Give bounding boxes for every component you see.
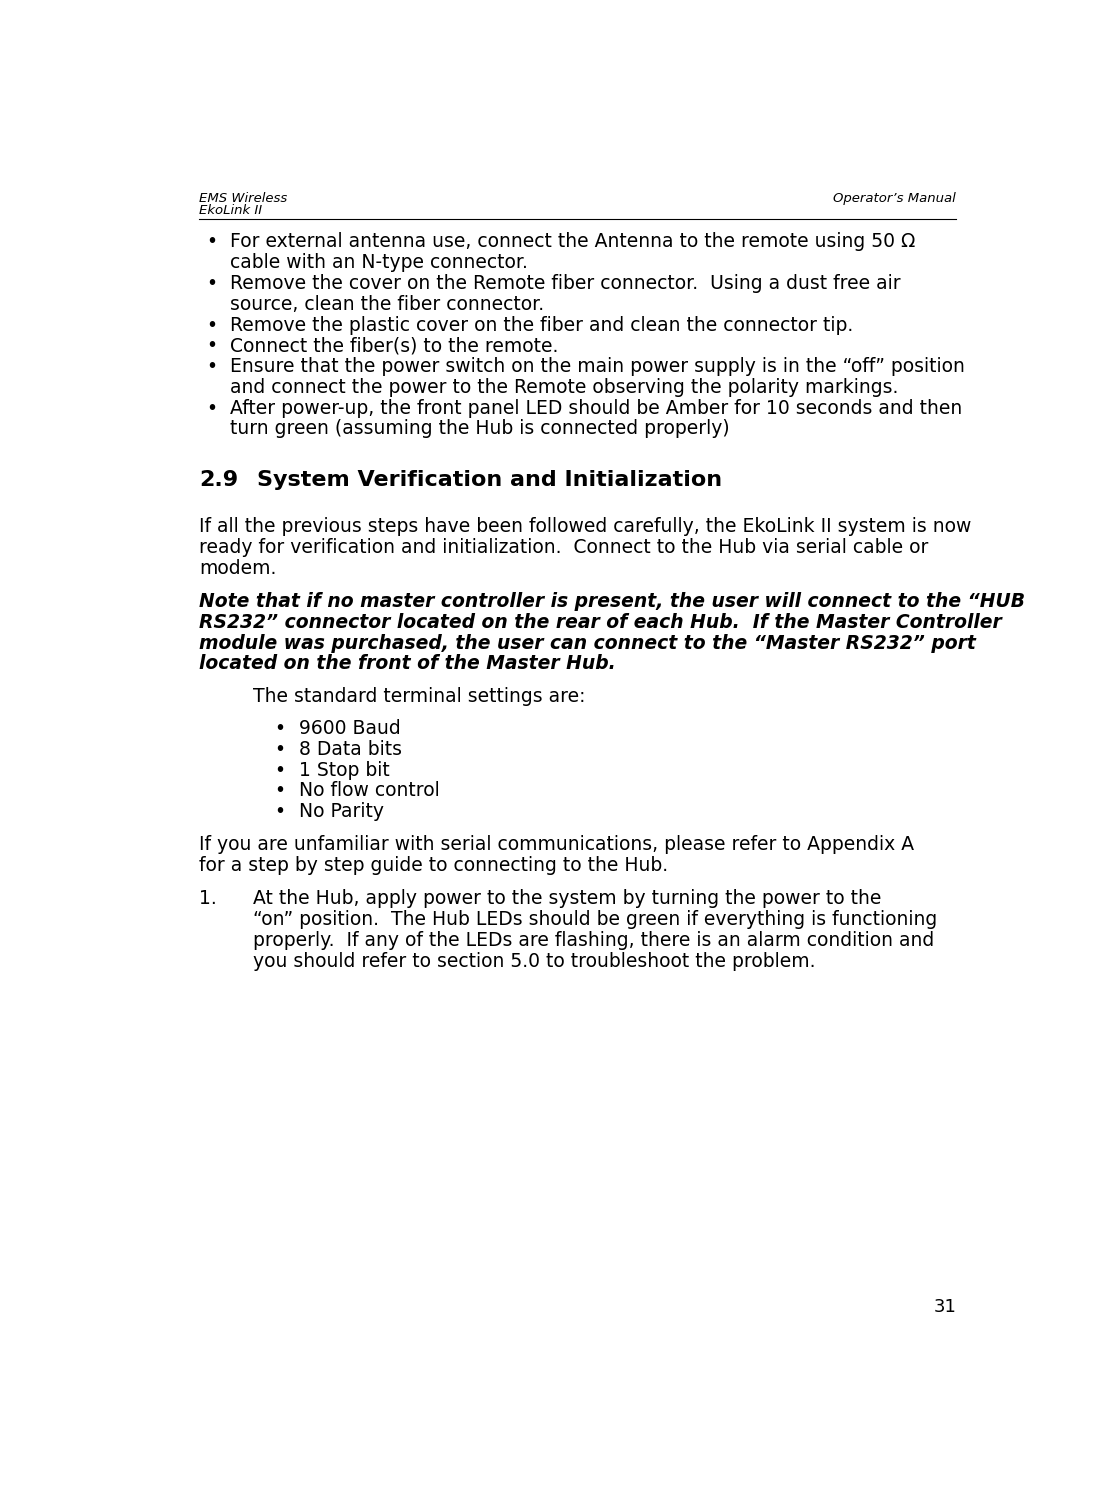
Text: Remove the cover on the Remote fiber connector.  Using a dust free air: Remove the cover on the Remote fiber con… [230,274,901,292]
Text: 1.: 1. [199,890,217,908]
Text: 1 Stop bit: 1 Stop bit [299,760,390,780]
Text: EMS Wireless: EMS Wireless [199,192,287,206]
Text: •: • [274,718,285,738]
Text: 31: 31 [933,1298,956,1316]
Text: The standard terminal settings are:: The standard terminal settings are: [254,687,586,706]
Text: you should refer to section 5.0 to troubleshoot the problem.: you should refer to section 5.0 to troub… [254,951,815,970]
Text: Note that if no master controller is present, the user will connect to the “HUB: Note that if no master controller is pre… [199,592,1025,610]
Text: RS232” connector located on the rear of each Hub.  If the Master Controller: RS232” connector located on the rear of … [199,612,1002,632]
Text: If you are unfamiliar with serial communications, please refer to Appendix A: If you are unfamiliar with serial commun… [199,836,914,855]
Text: 8 Data bits: 8 Data bits [299,740,402,759]
Text: ready for verification and initialization.  Connect to the Hub via serial cable : ready for verification and initializatio… [199,538,929,556]
Text: Ensure that the power switch on the main power supply is in the “off” position: Ensure that the power switch on the main… [230,357,965,376]
Text: No Parity: No Parity [299,802,384,820]
Text: “on” position.  The Hub LEDs should be green if everything is functioning: “on” position. The Hub LEDs should be gr… [254,910,937,928]
Text: No flow control: No flow control [299,782,440,801]
Text: •: • [207,274,218,292]
Text: For external antenna use, connect the Antenna to the remote using 50 Ω: For external antenna use, connect the An… [230,232,915,252]
Text: for a step by step guide to connecting to the Hub.: for a step by step guide to connecting t… [199,856,668,874]
Text: cable with an N-type connector.: cable with an N-type connector. [230,254,527,272]
Text: •: • [274,802,285,820]
Text: •: • [207,336,218,356]
Text: Connect the fiber(s) to the remote.: Connect the fiber(s) to the remote. [230,336,558,356]
Text: System Verification and Initialization: System Verification and Initialization [257,470,722,489]
Text: •: • [207,399,218,417]
Text: module was purchased, the user can connect to the “Master RS232” port: module was purchased, the user can conne… [199,633,976,652]
Text: •: • [274,760,285,780]
Text: modem.: modem. [199,560,276,578]
Text: and connect the power to the Remote observing the polarity markings.: and connect the power to the Remote obse… [230,378,899,398]
Text: properly.  If any of the LEDs are flashing, there is an alarm condition and: properly. If any of the LEDs are flashin… [254,930,934,950]
Text: 2.9: 2.9 [199,470,238,489]
Text: source, clean the fiber connector.: source, clean the fiber connector. [230,294,544,314]
Text: turn green (assuming the Hub is connected properly): turn green (assuming the Hub is connecte… [230,420,729,438]
Text: After power-up, the front panel LED should be Amber for 10 seconds and then: After power-up, the front panel LED shou… [230,399,962,417]
Text: •: • [207,232,218,252]
Text: •: • [207,315,218,334]
Text: EkoLink II: EkoLink II [199,204,263,218]
Text: located on the front of the Master Hub.: located on the front of the Master Hub. [199,654,616,674]
Text: •: • [274,782,285,801]
Text: •: • [207,357,218,376]
Text: Remove the plastic cover on the fiber and clean the connector tip.: Remove the plastic cover on the fiber an… [230,315,853,334]
Text: If all the previous steps have been followed carefully, the EkoLink II system is: If all the previous steps have been foll… [199,518,972,537]
Text: At the Hub, apply power to the system by turning the power to the: At the Hub, apply power to the system by… [254,890,882,908]
Text: •: • [274,740,285,759]
Text: Operator’s Manual: Operator’s Manual [833,192,956,206]
Text: 9600 Baud: 9600 Baud [299,718,401,738]
